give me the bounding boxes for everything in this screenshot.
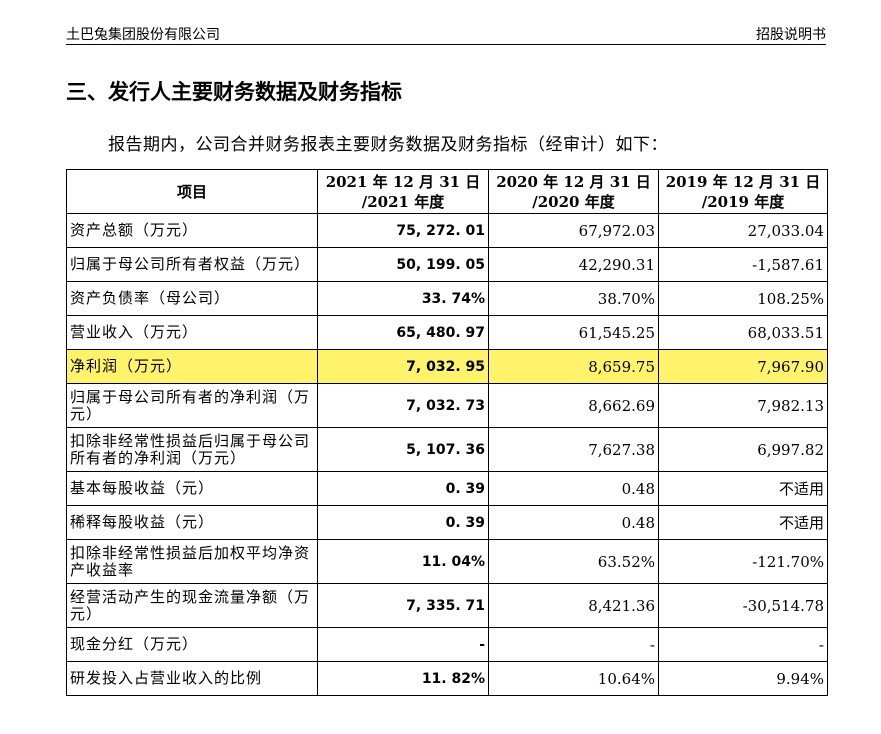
value-2021: 11. 82% <box>317 661 489 696</box>
row-item: 归属于母公司所有者权益（万元） <box>66 247 318 282</box>
row-item: 现金分红（万元） <box>66 627 318 662</box>
value-2020: 0.48 <box>488 505 659 540</box>
row-item: 资产负债率（母公司） <box>66 281 318 316</box>
header-2020: 2020 年 12 月 31 日/2020 年度 <box>488 169 659 214</box>
value-2021: 33. 74% <box>317 281 489 316</box>
value-2019: - <box>658 627 828 662</box>
table-row: 基本每股收益（元） 0. 39 0.48 不适用 <box>66 471 828 506</box>
header-2019: 2019 年 12 月 31 日/2019 年度 <box>658 169 828 214</box>
page-header: 土巴兔集团股份有限公司 招股说明书 <box>66 24 826 45</box>
value-2020: 67,972.03 <box>488 213 659 248</box>
row-item: 扣除非经常性损益后加权平均净资产收益率 <box>66 539 318 584</box>
row-item: 净利润（万元） <box>66 349 318 384</box>
header-item: 项目 <box>66 169 318 214</box>
value-2021: 75, 272. 01 <box>317 213 489 248</box>
section-title: 三、发行人主要财务数据及财务指标 <box>66 80 402 104</box>
value-2019: 9.94% <box>658 661 828 696</box>
document-type: 招股说明书 <box>756 27 826 43</box>
value-2019: 不适用 <box>658 471 828 506</box>
row-item: 归属于母公司所有者的净利润（万元） <box>66 383 318 428</box>
row-item: 营业收入（万元） <box>66 315 318 350</box>
company-name: 土巴兔集团股份有限公司 <box>66 27 220 43</box>
row-item: 资产总额（万元） <box>66 213 318 248</box>
row-item: 研发投入占营业收入的比例 <box>66 661 318 696</box>
value-2020: - <box>488 627 659 662</box>
value-2019: -30,514.78 <box>658 583 828 628</box>
table-row-highlighted: 净利润（万元） 7, 032. 95 8,659.75 7,967.90 <box>66 349 828 384</box>
value-2021: 7, 032. 73 <box>317 383 489 428</box>
header-2021: 2021 年 12 月 31 日/2021 年度 <box>317 169 489 214</box>
value-2021: 7, 335. 71 <box>317 583 489 628</box>
value-2020: 38.70% <box>488 281 659 316</box>
value-2019: 6,997.82 <box>658 427 828 472</box>
value-2019: 7,982.13 <box>658 383 828 428</box>
table-row: 归属于母公司所有者的净利润（万元） 7, 032. 73 8,662.69 7,… <box>66 383 828 428</box>
value-2019: 不适用 <box>658 505 828 540</box>
row-item: 稀释每股收益（元） <box>66 505 318 540</box>
value-2019: -121.70% <box>658 539 828 584</box>
value-2021: - <box>317 627 489 662</box>
value-2020: 0.48 <box>488 471 659 506</box>
value-2020: 7,627.38 <box>488 427 659 472</box>
value-2019: 108.25% <box>658 281 828 316</box>
table-header-row: 项目 2021 年 12 月 31 日/2021 年度 2020 年 12 月 … <box>66 169 828 214</box>
value-2021: 11. 04% <box>317 539 489 584</box>
value-2019: 7,967.90 <box>658 349 828 384</box>
table-row: 扣除非经常性损益后加权平均净资产收益率 11. 04% 63.52% -121.… <box>66 539 828 584</box>
financial-data-table: 项目 2021 年 12 月 31 日/2021 年度 2020 年 12 月 … <box>66 169 828 696</box>
value-2021: 65, 480. 97 <box>317 315 489 350</box>
table-row: 稀释每股收益（元） 0. 39 0.48 不适用 <box>66 505 828 540</box>
value-2019: 68,033.51 <box>658 315 828 350</box>
table-row: 现金分红（万元） - - - <box>66 627 828 662</box>
intro-paragraph: 报告期内，公司合并财务报表主要财务数据及财务指标（经审计）如下： <box>108 135 668 155</box>
value-2020: 10.64% <box>488 661 659 696</box>
table-row: 归属于母公司所有者权益（万元） 50, 199. 05 42,290.31 -1… <box>66 247 828 282</box>
value-2019: -1,587.61 <box>658 247 828 282</box>
row-item: 经营活动产生的现金流量净额（万元） <box>66 583 318 628</box>
value-2020: 61,545.25 <box>488 315 659 350</box>
value-2019: 27,033.04 <box>658 213 828 248</box>
value-2021: 0. 39 <box>317 505 489 540</box>
value-2020: 8,659.75 <box>488 349 659 384</box>
value-2020: 8,662.69 <box>488 383 659 428</box>
table-row: 扣除非经常性损益后归属于母公司所有者的净利润（万元） 5, 107. 36 7,… <box>66 427 828 472</box>
value-2020: 42,290.31 <box>488 247 659 282</box>
value-2021: 5, 107. 36 <box>317 427 489 472</box>
value-2020: 8,421.36 <box>488 583 659 628</box>
row-item: 基本每股收益（元） <box>66 471 318 506</box>
value-2021: 50, 199. 05 <box>317 247 489 282</box>
table-row: 研发投入占营业收入的比例 11. 82% 10.64% 9.94% <box>66 661 828 696</box>
table-row: 资产总额（万元） 75, 272. 01 67,972.03 27,033.04 <box>66 213 828 248</box>
table-row: 资产负债率（母公司） 33. 74% 38.70% 108.25% <box>66 281 828 316</box>
row-item: 扣除非经常性损益后归属于母公司所有者的净利润（万元） <box>66 427 318 472</box>
value-2021: 7, 032. 95 <box>317 349 489 384</box>
table-row: 经营活动产生的现金流量净额（万元） 7, 335. 71 8,421.36 -3… <box>66 583 828 628</box>
value-2021: 0. 39 <box>317 471 489 506</box>
table-row: 营业收入（万元） 65, 480. 97 61,545.25 68,033.51 <box>66 315 828 350</box>
value-2020: 63.52% <box>488 539 659 584</box>
